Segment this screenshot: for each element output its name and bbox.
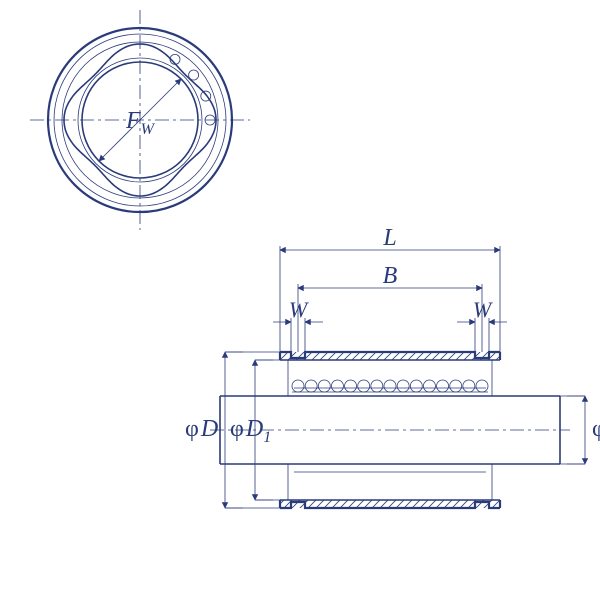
bearing-diagram: FW L B W W φD φD1 φd (0, 0, 600, 600)
label-l: L (382, 225, 396, 251)
label-fw: FW (125, 108, 156, 138)
label-d1: φD1 (230, 416, 271, 446)
label-d-bore: φd (592, 416, 600, 442)
label-b: B (383, 263, 398, 289)
label-d-outer: φD (185, 416, 218, 442)
label-w-right: W (473, 297, 493, 322)
section-view (210, 246, 585, 508)
label-w-left: W (289, 297, 309, 322)
